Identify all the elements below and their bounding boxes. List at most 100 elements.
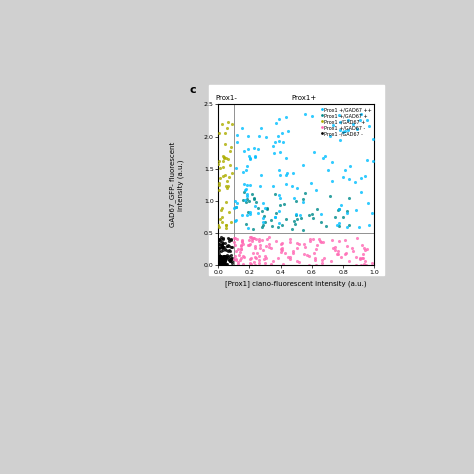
Point — [227, 252, 235, 259]
Point — [240, 181, 248, 188]
Point — [244, 225, 252, 232]
Point — [329, 244, 337, 252]
Point — [228, 120, 236, 128]
Point — [283, 171, 290, 179]
Point — [250, 194, 258, 201]
Point — [219, 236, 227, 243]
Point — [272, 119, 280, 127]
Point — [263, 204, 271, 211]
Point — [342, 236, 349, 243]
Point — [325, 166, 332, 173]
Point — [293, 239, 301, 247]
Point — [353, 234, 361, 242]
Point — [328, 257, 335, 265]
Point — [277, 245, 284, 252]
Point — [215, 235, 222, 242]
Point — [228, 255, 235, 262]
Point — [252, 255, 260, 262]
Point — [270, 142, 277, 150]
Point — [356, 254, 363, 262]
Point — [277, 240, 284, 248]
Point — [217, 255, 224, 262]
Point — [238, 237, 246, 245]
Point — [215, 240, 223, 247]
Point — [369, 157, 377, 165]
Point — [356, 117, 364, 124]
Point — [300, 240, 308, 248]
Point — [236, 251, 243, 259]
Point — [217, 254, 224, 261]
Point — [231, 198, 239, 205]
Point — [253, 249, 261, 256]
Point — [278, 129, 285, 137]
Point — [249, 249, 257, 257]
Point — [244, 209, 252, 216]
Point — [217, 242, 225, 249]
Point — [220, 258, 228, 265]
Point — [222, 257, 229, 264]
Point — [341, 166, 349, 173]
Point — [247, 233, 255, 241]
Point — [219, 260, 227, 268]
Point — [216, 252, 224, 260]
Point — [335, 205, 343, 213]
Point — [215, 258, 222, 265]
Point — [341, 251, 348, 258]
Point — [224, 182, 232, 190]
Point — [255, 204, 262, 212]
Point — [220, 253, 228, 260]
Point — [246, 259, 254, 266]
Point — [281, 201, 288, 208]
Point — [274, 223, 282, 231]
Point — [242, 166, 249, 174]
Point — [258, 237, 265, 244]
Point — [219, 242, 226, 249]
Point — [246, 182, 254, 189]
Point — [232, 164, 240, 172]
Point — [227, 247, 234, 255]
Point — [259, 246, 267, 254]
Point — [293, 215, 301, 223]
Point — [290, 194, 298, 202]
Point — [317, 238, 325, 246]
Point — [218, 255, 226, 263]
Point — [310, 249, 318, 256]
Point — [226, 161, 234, 169]
Point — [221, 253, 229, 261]
Point — [319, 118, 326, 126]
Point — [317, 210, 325, 218]
Point — [362, 261, 370, 268]
Point — [223, 252, 230, 259]
Point — [218, 258, 226, 265]
Point — [215, 130, 222, 137]
Point — [219, 173, 227, 180]
Point — [351, 178, 358, 186]
Point — [257, 124, 265, 132]
Point — [263, 133, 270, 140]
Point — [224, 124, 231, 132]
Point — [312, 186, 319, 194]
Point — [245, 132, 252, 139]
Point — [219, 261, 226, 268]
Point — [274, 132, 282, 140]
Point — [219, 243, 227, 250]
Point — [215, 160, 222, 168]
Point — [279, 138, 287, 146]
Point — [352, 253, 360, 261]
Point — [336, 137, 343, 144]
Point — [255, 259, 262, 267]
Point — [314, 206, 321, 213]
Point — [326, 132, 334, 139]
Point — [216, 250, 223, 258]
Point — [238, 211, 246, 219]
Point — [236, 256, 244, 264]
Point — [264, 205, 271, 212]
Point — [252, 153, 259, 161]
Point — [275, 166, 283, 174]
Point — [335, 205, 343, 212]
Point — [308, 210, 316, 218]
Point — [221, 252, 229, 260]
Point — [293, 244, 301, 252]
Point — [227, 243, 235, 251]
Point — [220, 255, 228, 263]
